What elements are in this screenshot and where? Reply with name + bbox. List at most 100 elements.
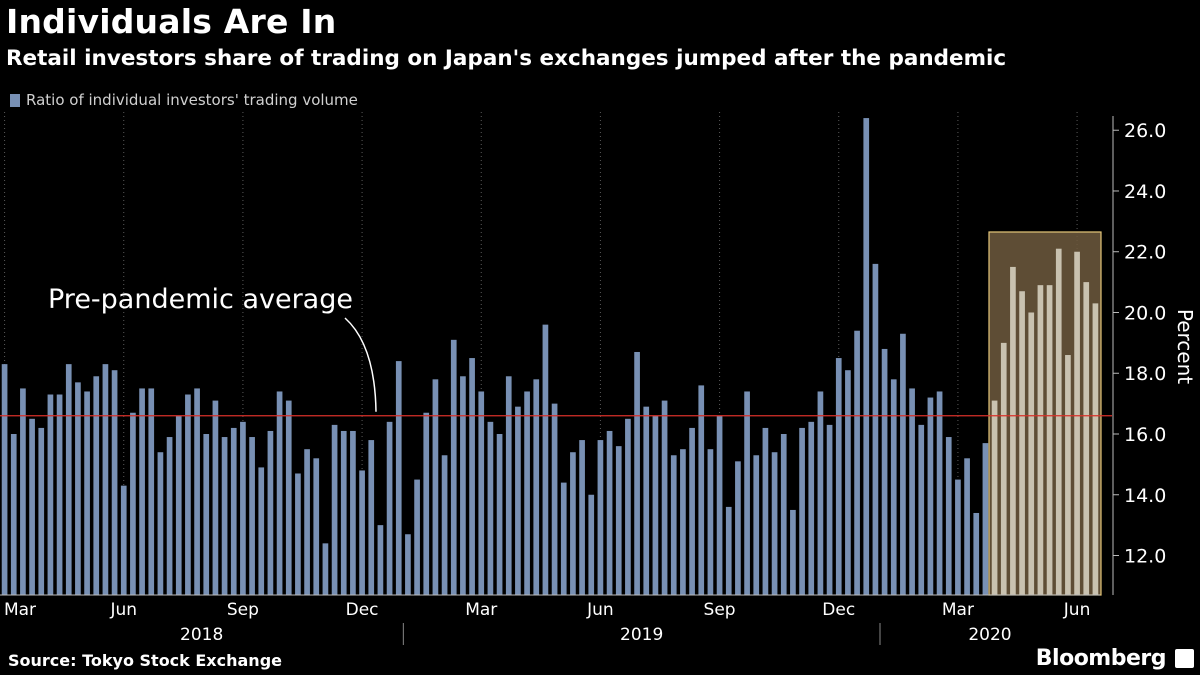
bar xyxy=(1083,282,1090,595)
bar xyxy=(377,525,384,595)
bar xyxy=(881,348,888,595)
x-tick-label: Dec xyxy=(346,600,379,620)
bar xyxy=(84,391,90,595)
bar xyxy=(386,421,393,595)
bar xyxy=(102,364,109,595)
bar xyxy=(350,430,356,595)
bar xyxy=(1065,355,1071,595)
x-axis: Mar Jun Sep Dec Mar Jun Sep Dec Mar Jun 2018 2019 20… xyxy=(0,594,1100,645)
annotation-leader xyxy=(344,317,377,412)
bar xyxy=(460,376,466,595)
annotation: Pre-pandemic average xyxy=(48,284,377,412)
bar xyxy=(890,379,897,595)
bar xyxy=(570,452,576,595)
bar xyxy=(148,388,155,595)
bar xyxy=(753,455,760,595)
bar xyxy=(799,427,805,595)
bar xyxy=(680,449,686,595)
bar xyxy=(313,458,320,595)
bar xyxy=(909,388,915,595)
bar xyxy=(1037,285,1044,595)
y-axis: 12.0 14.0 16.0 18.0 20.0 22.0 24.0 26.0 Percent xyxy=(1112,116,1197,595)
bar xyxy=(139,388,145,595)
bar xyxy=(20,388,26,595)
bar xyxy=(780,434,787,595)
bar xyxy=(405,534,411,595)
bar xyxy=(258,467,265,595)
grid-lines xyxy=(4,112,1078,595)
x-tick-label: Mar xyxy=(4,600,36,620)
bar xyxy=(496,434,503,595)
x-tick-label: Jun xyxy=(1063,600,1091,620)
bar xyxy=(1028,312,1035,595)
source-note: Source: Tokyo Stock Exchange xyxy=(8,651,282,670)
bar xyxy=(65,364,72,595)
bar xyxy=(900,333,906,595)
bar xyxy=(441,455,448,595)
bar xyxy=(1074,251,1080,596)
bar xyxy=(790,509,796,595)
legend-label: Ratio of individual investors' trading v… xyxy=(26,91,358,109)
bar xyxy=(469,358,475,595)
bar xyxy=(515,406,521,595)
bar xyxy=(588,494,595,595)
bar xyxy=(157,452,164,595)
bar xyxy=(56,394,63,595)
bar xyxy=(450,339,457,595)
y-tick-label: 26.0 xyxy=(1124,120,1166,142)
bloomberg-logo: Bloomberg xyxy=(1035,646,1167,671)
chart-subtitle: Retail investors share of trading on Jap… xyxy=(6,46,1007,71)
x-tick-label: Jun xyxy=(586,600,614,620)
bar xyxy=(276,391,283,595)
y-tick-label: 18.0 xyxy=(1124,363,1166,385)
bar xyxy=(735,461,741,595)
bar xyxy=(808,421,815,595)
bar xyxy=(505,376,512,595)
bar xyxy=(322,543,329,595)
bar xyxy=(606,430,613,595)
bloomberg-icon xyxy=(1175,649,1194,668)
bar xyxy=(359,470,365,595)
bar xyxy=(75,382,81,595)
highlight-box xyxy=(988,231,1102,596)
bar xyxy=(579,440,585,595)
year-label: 2018 xyxy=(180,625,223,645)
bar xyxy=(991,400,998,595)
y-axis-label: Percent xyxy=(1173,309,1197,384)
y-tick-label: 22.0 xyxy=(1124,242,1166,264)
pandemic-highlight xyxy=(988,231,1102,596)
bar xyxy=(487,421,494,595)
y-tick-label: 14.0 xyxy=(1124,485,1166,507)
bar xyxy=(542,324,549,595)
bar xyxy=(175,415,182,595)
legend: Ratio of individual investors' trading v… xyxy=(10,91,358,109)
bar xyxy=(670,455,677,595)
bar xyxy=(212,400,219,595)
bar xyxy=(615,446,622,595)
bar xyxy=(423,412,430,595)
bar xyxy=(927,397,934,595)
bar xyxy=(698,385,705,595)
bar xyxy=(918,424,925,595)
bar xyxy=(295,473,301,595)
x-tick-label: Jun xyxy=(109,600,137,620)
bar xyxy=(478,391,485,595)
bar xyxy=(872,263,879,595)
bar xyxy=(432,379,439,595)
annotation-label: Pre-pandemic average xyxy=(48,284,353,315)
y-tick-label: 24.0 xyxy=(1124,181,1166,203)
bar xyxy=(1055,248,1062,595)
bar xyxy=(185,394,191,595)
bar xyxy=(285,400,292,595)
bar xyxy=(597,440,604,595)
year-label: 2020 xyxy=(968,625,1011,645)
x-tick-label: Dec xyxy=(822,600,855,620)
bar xyxy=(340,430,347,595)
bar xyxy=(854,330,860,595)
bar xyxy=(551,403,558,595)
x-tick-label: Sep xyxy=(227,600,259,620)
bar xyxy=(625,418,631,595)
bar xyxy=(249,437,255,595)
bar xyxy=(38,427,45,595)
